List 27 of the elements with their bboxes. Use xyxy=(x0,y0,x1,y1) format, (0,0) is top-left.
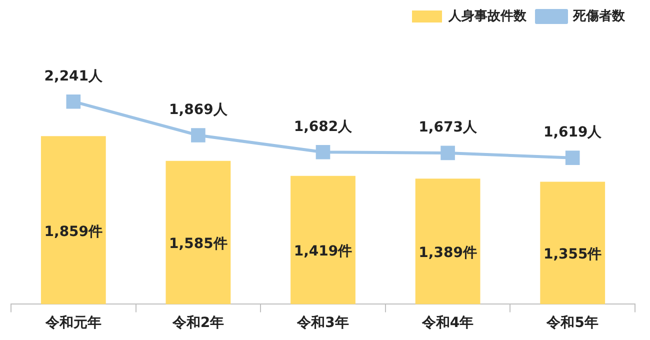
data-label: 1,585件 xyxy=(169,236,228,252)
data-label: 1,859件 xyxy=(44,224,103,240)
bar xyxy=(415,178,480,304)
point xyxy=(66,94,81,109)
data-label: 2,241人 xyxy=(44,68,104,84)
data-label: 1,869人 xyxy=(169,102,228,118)
x-tick-label: 令和2年 xyxy=(171,315,224,332)
point xyxy=(565,150,580,165)
point xyxy=(440,146,455,160)
data-label: 1,673人 xyxy=(418,120,478,136)
data-label: 1,419件 xyxy=(294,244,352,260)
legend-label: 死傷者数 xyxy=(572,8,626,24)
point xyxy=(316,144,330,160)
point xyxy=(191,128,206,142)
bar xyxy=(290,176,356,304)
x-tick-label: 令和5年 xyxy=(546,315,598,332)
data-label: 1,619人 xyxy=(543,124,603,140)
x-tick-label: 令和4年 xyxy=(420,315,474,332)
data-label: 1,682人 xyxy=(294,118,354,135)
data-label: 1,389件 xyxy=(418,245,477,262)
bar xyxy=(40,136,106,304)
x-tick-label: 令和元年 xyxy=(44,315,102,332)
bar xyxy=(166,160,231,304)
data-label: 1,355件 xyxy=(543,246,602,263)
legend-label: 人身事故件数 xyxy=(448,8,528,24)
bar xyxy=(540,182,606,304)
x-tick-label: 令和3年 xyxy=(296,315,349,332)
